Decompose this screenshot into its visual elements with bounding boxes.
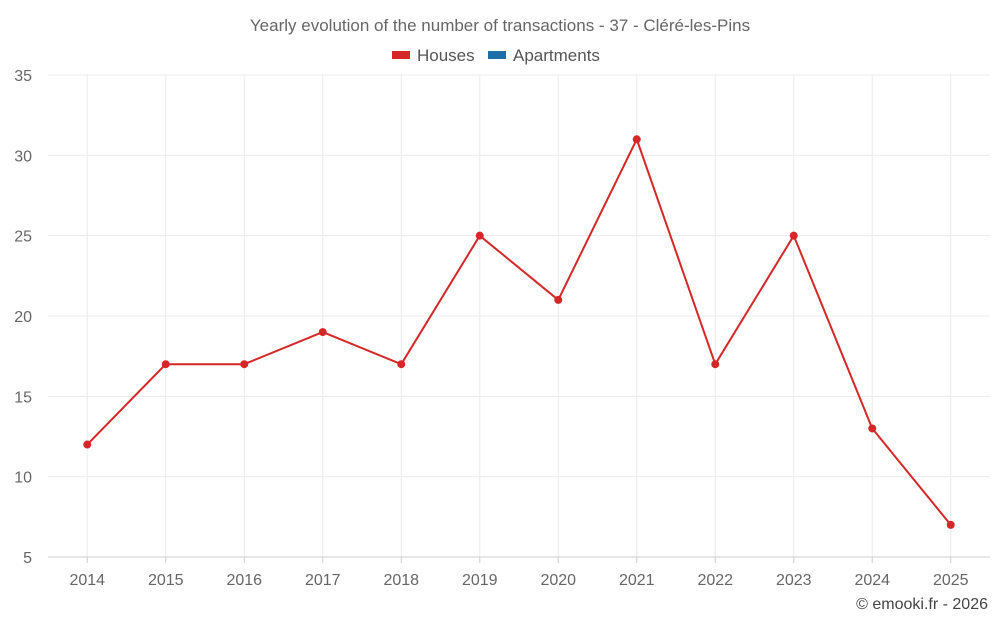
data-point-2014[interactable]	[83, 440, 92, 449]
legend-label-houses[interactable]: Houses	[417, 46, 475, 65]
y-tick-label: 5	[23, 550, 32, 567]
data-point-2017[interactable]	[318, 328, 327, 337]
data-point-2023[interactable]	[789, 231, 798, 240]
x-tick-label: 2014	[69, 572, 105, 589]
series-line-houses	[86, 138, 952, 526]
legend-swatch-apartments[interactable]	[488, 51, 506, 59]
x-tick-label: 2017	[305, 572, 341, 589]
legend-swatch-houses[interactable]	[392, 51, 410, 59]
data-point-2024[interactable]	[868, 424, 877, 433]
x-tick-label: 2019	[462, 572, 498, 589]
y-tick-label: 20	[14, 309, 32, 326]
grid	[48, 74, 990, 557]
x-tick-label: 2023	[776, 572, 812, 589]
x-tick-label: 2015	[148, 572, 184, 589]
y-tick-label: 30	[14, 148, 32, 165]
legend-label-apartments[interactable]: Apartments	[513, 46, 600, 65]
data-point-2025[interactable]	[946, 520, 955, 529]
data-point-2020[interactable]	[554, 295, 563, 304]
x-tick-label: 2025	[933, 572, 969, 589]
x-tick-label: 2018	[383, 572, 419, 589]
x-tick-label: 2016	[226, 572, 262, 589]
data-point-2015[interactable]	[161, 360, 170, 369]
series	[83, 135, 955, 529]
data-point-2019[interactable]	[475, 231, 484, 240]
x-tick-label: 2020	[540, 572, 576, 589]
y-tick-label: 15	[14, 389, 32, 406]
data-point-2021[interactable]	[632, 135, 641, 144]
data-point-2016[interactable]	[240, 360, 249, 369]
x-tick-label: 2022	[697, 572, 733, 589]
data-point-2022[interactable]	[711, 360, 720, 369]
credit-text: © emooki.fr - 2026	[856, 596, 988, 613]
chart-title: Yearly evolution of the number of transa…	[250, 16, 750, 35]
data-point-2018[interactable]	[397, 360, 406, 369]
y-tick-label: 35	[14, 68, 32, 85]
y-tick-label: 25	[14, 229, 32, 246]
y-tick-label: 10	[14, 470, 32, 487]
legend: Houses Apartments	[392, 46, 600, 65]
x-tick-label: 2024	[854, 572, 890, 589]
x-tick-label: 2021	[619, 572, 655, 589]
